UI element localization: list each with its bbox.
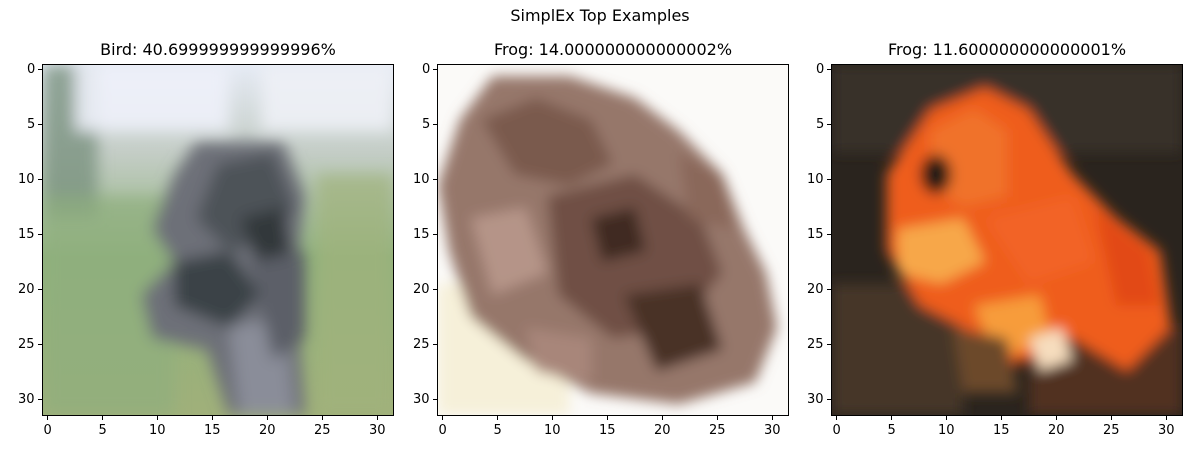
x-tick-label: 25 xyxy=(709,423,726,438)
x-tick-mark xyxy=(1056,416,1057,420)
y-tick-mark xyxy=(38,179,42,180)
x-tick-mark xyxy=(662,416,663,420)
y-tick-label: 5 xyxy=(27,117,36,132)
y-tick-label: 20 xyxy=(18,282,35,297)
x-tick-mark xyxy=(377,416,378,420)
x-tick-mark xyxy=(1001,416,1002,420)
y-tick-label: 15 xyxy=(18,227,35,242)
y-tick-label: 0 xyxy=(422,62,431,77)
y-tick-mark xyxy=(38,69,42,70)
x-tick-label: 30 xyxy=(369,423,386,438)
x-tick-mark xyxy=(836,416,837,420)
image-frog-2 xyxy=(831,64,1183,416)
y-tick-label: 15 xyxy=(413,227,430,242)
x-tick-label: 25 xyxy=(314,423,331,438)
y-tick-label: 30 xyxy=(18,392,35,407)
y-tick-label: 30 xyxy=(807,392,824,407)
x-tick-label: 15 xyxy=(204,423,221,438)
y-tick-mark xyxy=(433,234,437,235)
x-tick-mark xyxy=(717,416,718,420)
y-tick-mark xyxy=(827,289,831,290)
x-tick-label: 30 xyxy=(1158,423,1175,438)
y-tick-mark xyxy=(38,289,42,290)
y-tick-mark xyxy=(827,234,831,235)
y-tick-mark xyxy=(433,179,437,180)
x-tick-label: 15 xyxy=(599,423,616,438)
x-tick-mark xyxy=(157,416,158,420)
x-tick-label: 20 xyxy=(259,423,276,438)
y-tick-label: 20 xyxy=(807,282,824,297)
x-tick-mark xyxy=(891,416,892,420)
y-tick-label: 30 xyxy=(413,392,430,407)
x-tick-label: 10 xyxy=(938,423,955,438)
y-tick-mark xyxy=(433,289,437,290)
y-tick-mark xyxy=(433,344,437,345)
y-tick-mark xyxy=(38,399,42,400)
x-tick-label: 5 xyxy=(887,423,896,438)
y-tick-label: 10 xyxy=(18,172,35,187)
y-tick-label: 5 xyxy=(816,117,825,132)
y-tick-label: 15 xyxy=(807,227,824,242)
x-tick-label: 0 xyxy=(43,423,52,438)
y-tick-mark xyxy=(433,399,437,400)
image-bird xyxy=(42,64,394,416)
y-tick-mark xyxy=(827,399,831,400)
y-tick-label: 25 xyxy=(18,337,35,352)
x-tick-mark xyxy=(772,416,773,420)
x-tick-mark xyxy=(47,416,48,420)
x-tick-mark xyxy=(212,416,213,420)
y-tick-mark xyxy=(38,234,42,235)
panel-title-bird: Bird: 40.699999999999996% xyxy=(100,40,336,59)
x-tick-label: 10 xyxy=(544,423,561,438)
y-tick-label: 5 xyxy=(422,117,431,132)
x-tick-mark xyxy=(946,416,947,420)
frog-2-image-svg xyxy=(832,65,1182,415)
x-tick-mark xyxy=(322,416,323,420)
y-tick-mark xyxy=(827,344,831,345)
frog-1-image-svg xyxy=(438,65,788,415)
panel-title-frog-2: Frog: 11.600000000000001% xyxy=(887,40,1127,59)
x-tick-label: 5 xyxy=(493,423,502,438)
x-tick-mark xyxy=(552,416,553,420)
y-tick-label: 0 xyxy=(816,62,825,77)
x-tick-mark xyxy=(1111,416,1112,420)
x-tick-label: 25 xyxy=(1103,423,1120,438)
y-tick-label: 10 xyxy=(807,172,824,187)
y-tick-label: 0 xyxy=(27,62,36,77)
panel-title-frog-1: Frog: 14.000000000000002% xyxy=(493,40,733,59)
y-tick-mark xyxy=(433,124,437,125)
x-tick-mark xyxy=(267,416,268,420)
y-tick-mark xyxy=(827,124,831,125)
y-tick-mark xyxy=(38,344,42,345)
y-tick-label: 20 xyxy=(413,282,430,297)
x-tick-mark xyxy=(442,416,443,420)
x-tick-mark xyxy=(607,416,608,420)
y-tick-mark xyxy=(38,124,42,125)
figure-title: SimplEx Top Examples xyxy=(510,6,690,25)
x-tick-label: 0 xyxy=(832,423,841,438)
x-tick-mark xyxy=(102,416,103,420)
y-tick-mark xyxy=(827,69,831,70)
x-tick-mark xyxy=(497,416,498,420)
x-tick-label: 5 xyxy=(98,423,107,438)
x-tick-label: 15 xyxy=(993,423,1010,438)
x-tick-label: 20 xyxy=(1048,423,1065,438)
y-tick-label: 25 xyxy=(807,337,824,352)
x-tick-mark xyxy=(1166,416,1167,420)
y-tick-label: 25 xyxy=(413,337,430,352)
y-tick-mark xyxy=(827,179,831,180)
y-tick-label: 10 xyxy=(413,172,430,187)
x-tick-label: 10 xyxy=(149,423,166,438)
y-tick-mark xyxy=(433,69,437,70)
x-tick-label: 0 xyxy=(438,423,447,438)
image-frog-1 xyxy=(437,64,789,416)
bird-image-svg xyxy=(43,65,393,415)
x-tick-label: 20 xyxy=(654,423,671,438)
x-tick-label: 30 xyxy=(764,423,781,438)
